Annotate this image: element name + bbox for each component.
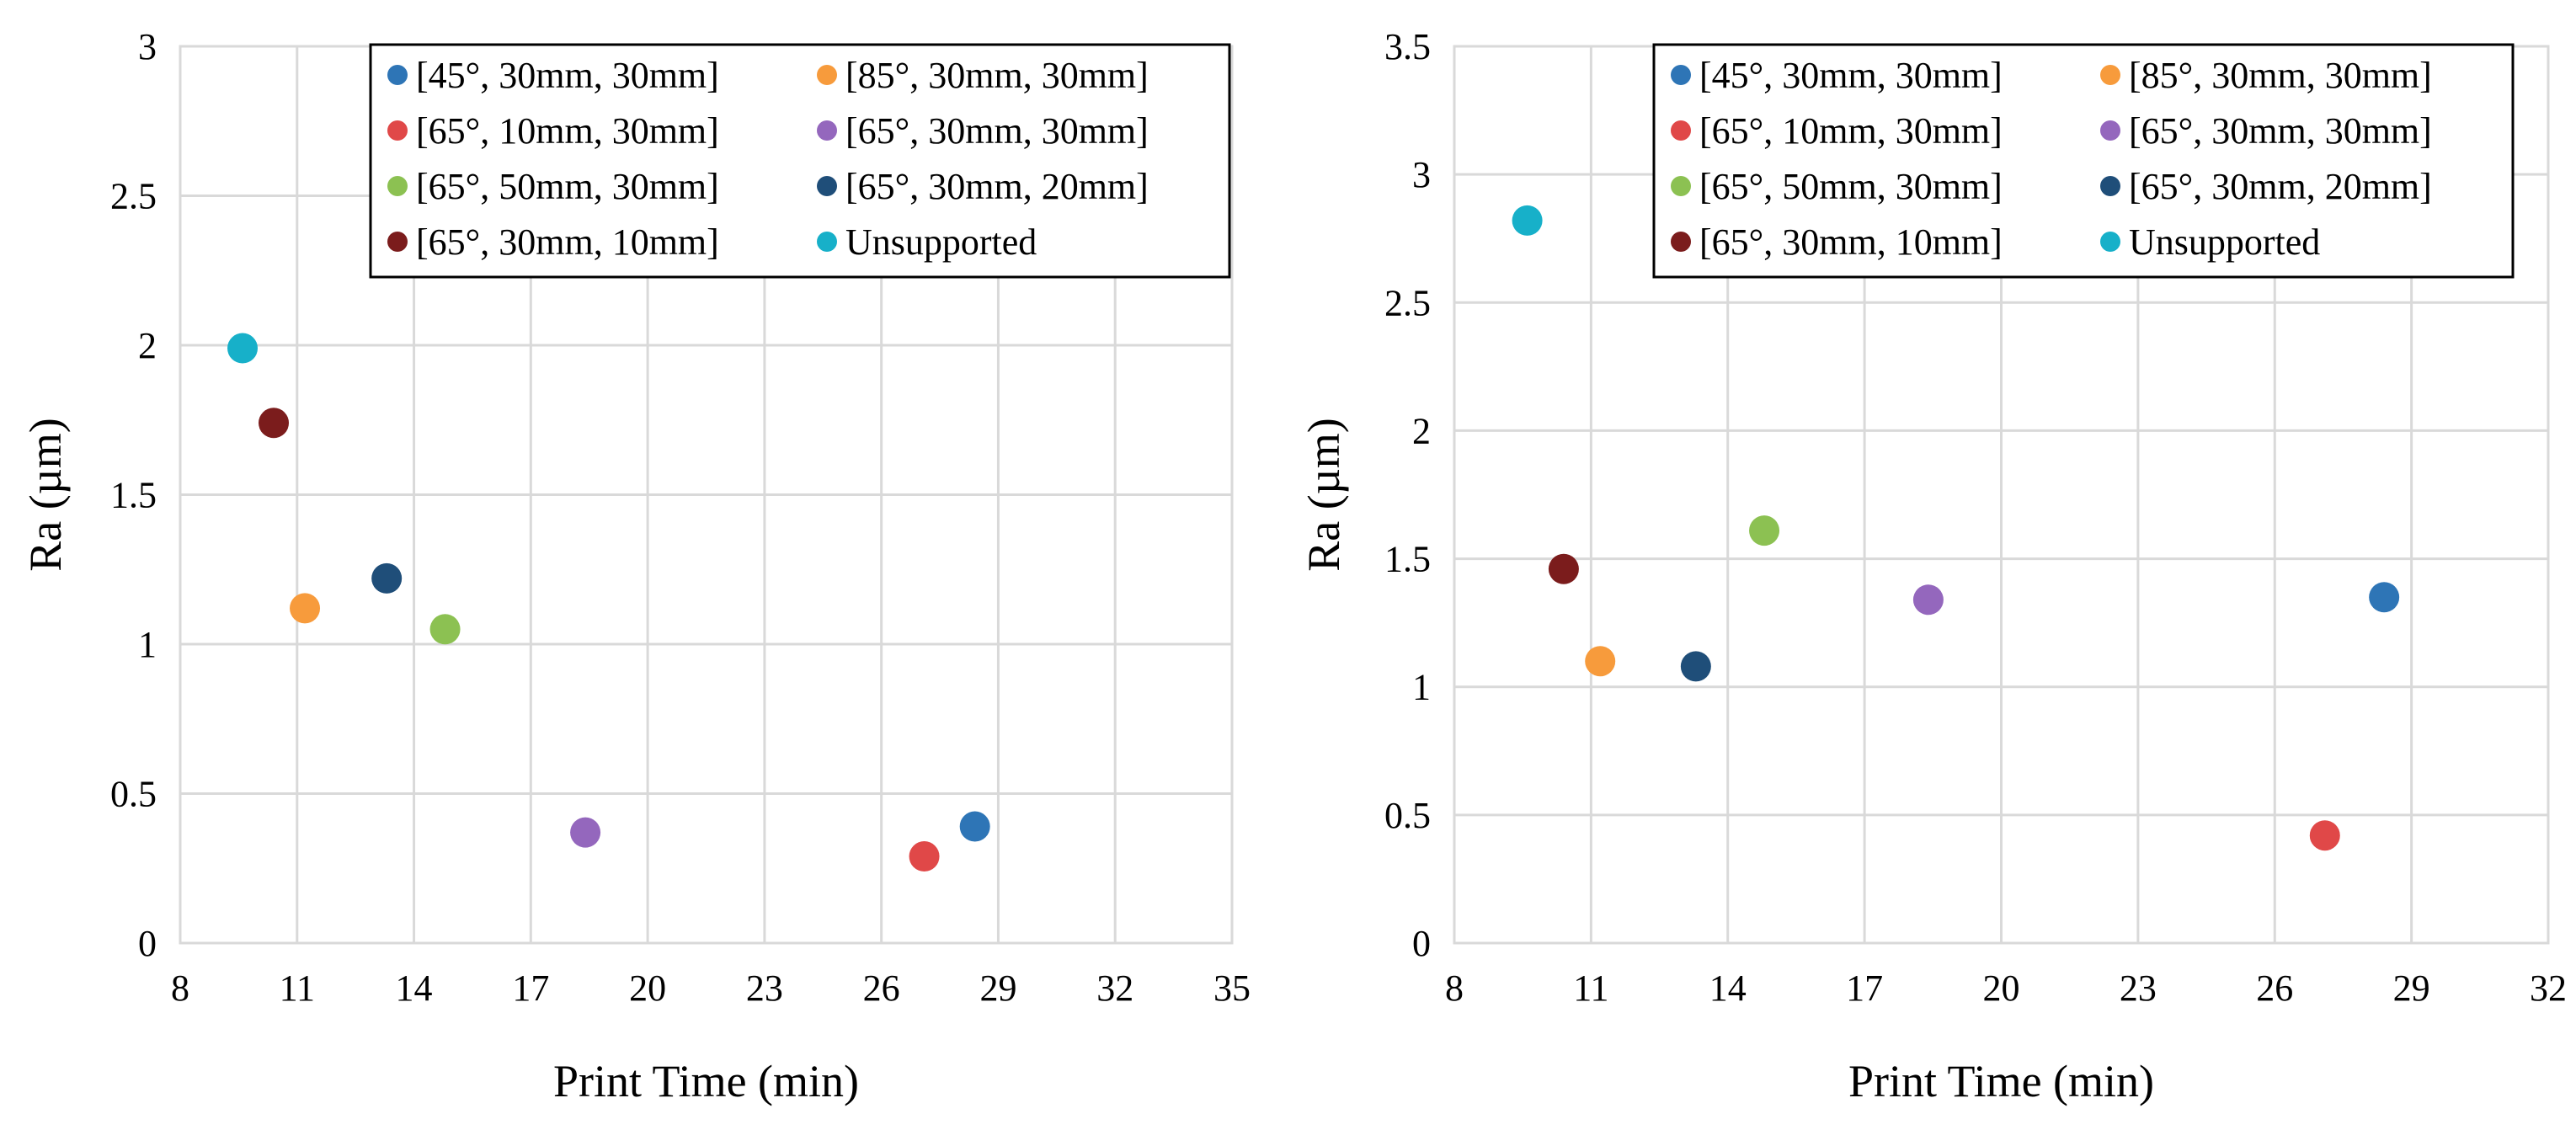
x-tick-label: 32 xyxy=(2530,967,2567,1009)
y-tick-label: 1.5 xyxy=(1384,539,1431,580)
legend-label: [65°, 30mm, 10mm] xyxy=(416,221,719,263)
data-point xyxy=(959,811,990,842)
legend: [45°, 30mm, 30mm] [85°, 30mm, 30mm] [65°, … xyxy=(1652,43,2515,279)
legend-label: [65°, 10mm, 30mm] xyxy=(1699,110,2003,152)
x-tick-label: 35 xyxy=(1213,967,1251,1009)
data-point xyxy=(259,408,290,439)
data-point xyxy=(290,593,321,624)
x-tick-label: 8 xyxy=(171,967,189,1009)
data-point xyxy=(429,614,461,645)
y-tick-label: 0 xyxy=(1412,923,1431,964)
x-tick-label: 14 xyxy=(1709,967,1747,1009)
y-tick-label: 1 xyxy=(1412,667,1431,708)
data-point xyxy=(371,562,403,594)
y-tick-label: 3.5 xyxy=(1384,26,1431,67)
data-point xyxy=(2309,820,2340,851)
legend-marker xyxy=(2100,120,2120,141)
data-point xyxy=(2369,582,2400,613)
x-tick-label: 23 xyxy=(2120,967,2157,1009)
legend-marker xyxy=(387,176,408,196)
y-tick-label: 0.5 xyxy=(110,774,157,815)
y-tick-label: 1 xyxy=(138,624,157,665)
legend-label: [65°, 30mm, 20mm] xyxy=(845,166,1149,207)
y-tick-label: 0 xyxy=(138,923,157,964)
legend-label: [65°, 10mm, 30mm] xyxy=(416,110,719,152)
legend-marker xyxy=(1671,232,1691,252)
data-point xyxy=(1585,646,1616,677)
x-axis-title: Print Time (min) xyxy=(1848,1056,2154,1106)
y-tick-label: 2 xyxy=(138,325,157,366)
legend-marker xyxy=(2100,176,2120,196)
legend-label: [65°, 30mm, 20mm] xyxy=(2129,166,2432,207)
x-tick-label: 20 xyxy=(629,967,666,1009)
x-tick-label: 11 xyxy=(280,967,315,1009)
legend-label: [65°, 30mm, 30mm] xyxy=(845,110,1149,152)
legend-label: [65°, 30mm, 30mm] xyxy=(2129,110,2432,152)
legend-marker xyxy=(817,176,837,196)
legend-marker xyxy=(387,120,408,141)
x-tick-label: 23 xyxy=(746,967,783,1009)
legend-marker xyxy=(1671,120,1691,141)
data-point xyxy=(1749,515,1780,546)
x-tick-label: 17 xyxy=(1846,967,1883,1009)
legend-marker xyxy=(2100,65,2120,85)
legend-label: [65°, 30mm, 10mm] xyxy=(1699,221,2003,263)
data-point xyxy=(1548,553,1579,584)
data-point xyxy=(1912,584,1944,616)
data-point xyxy=(227,333,259,364)
y-tick-label: 3 xyxy=(1412,154,1431,195)
legend-marker xyxy=(387,232,408,252)
legend: [45°, 30mm, 30mm] [85°, 30mm, 30mm] [65°, … xyxy=(369,43,1231,279)
legend-label: [45°, 30mm, 30mm] xyxy=(416,55,719,96)
data-point xyxy=(909,841,940,872)
y-tick-label: 0.5 xyxy=(1384,795,1431,836)
chart-right: 0 0.5 1 1.5 2 2.5 3 3.5 8 11 14 17 20 23 26 29 32 Print T… xyxy=(1299,26,2567,1106)
y-tick-label: 1.5 xyxy=(110,475,157,516)
y-tick-label: 2 xyxy=(1412,410,1431,451)
legend-marker xyxy=(387,65,408,85)
legend-marker xyxy=(817,232,837,252)
x-tick-label: 8 xyxy=(1445,967,1464,1009)
legend-label: [65°, 50mm, 30mm] xyxy=(1699,166,2003,207)
y-axis-title: Ra (µm) xyxy=(1299,418,1349,572)
legend-marker xyxy=(1671,65,1691,85)
x-tick-label: 17 xyxy=(512,967,549,1009)
legend-label: [85°, 30mm, 30mm] xyxy=(2129,55,2432,96)
x-tick-label: 11 xyxy=(1573,967,1608,1009)
x-tick-label: 29 xyxy=(979,967,1016,1009)
x-tick-label: 26 xyxy=(2256,967,2293,1009)
legend-frame xyxy=(369,43,1231,279)
data-point xyxy=(1512,205,1543,236)
x-tick-label: 14 xyxy=(396,967,433,1009)
data-point xyxy=(1680,651,1711,682)
x-tick-label: 26 xyxy=(863,967,900,1009)
x-tick-label: 32 xyxy=(1096,967,1133,1009)
chart-left: 0 0.5 1 1.5 2 2.5 3 8 11 14 17 20 23 26 29 32 35 Print Ti… xyxy=(20,26,1251,1106)
legend-marker xyxy=(1671,176,1691,196)
y-tick-label: 3 xyxy=(138,26,157,67)
legend-label: Unsupported xyxy=(845,221,1037,263)
data-point xyxy=(570,817,601,848)
y-tick-label: 2.5 xyxy=(110,176,157,217)
y-axis-title: Ra (µm) xyxy=(20,418,71,572)
x-tick-label: 20 xyxy=(1983,967,2020,1009)
legend-marker xyxy=(817,120,837,141)
legend-marker xyxy=(817,65,837,85)
y-tick-label: 2.5 xyxy=(1384,282,1431,323)
legend-frame xyxy=(1652,43,2515,279)
legend-label: [65°, 50mm, 30mm] xyxy=(416,166,719,207)
legend-marker xyxy=(2100,232,2120,252)
x-axis-title: Print Time (min) xyxy=(553,1056,859,1106)
legend-label: Unsupported xyxy=(2129,221,2320,263)
x-tick-label: 29 xyxy=(2393,967,2430,1009)
legend-label: [85°, 30mm, 30mm] xyxy=(845,55,1149,96)
legend-label: [45°, 30mm, 30mm] xyxy=(1699,55,2003,96)
